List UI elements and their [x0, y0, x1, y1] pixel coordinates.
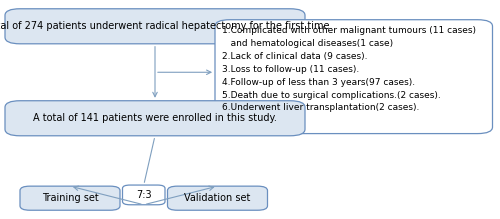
- FancyBboxPatch shape: [5, 101, 305, 136]
- FancyBboxPatch shape: [168, 186, 268, 210]
- FancyBboxPatch shape: [122, 185, 165, 205]
- FancyBboxPatch shape: [215, 20, 492, 134]
- Text: 7:3: 7:3: [136, 190, 152, 200]
- Text: A total of 274 patients underwent radical hepatectomy for the first time.: A total of 274 patients underwent radica…: [0, 21, 333, 31]
- FancyBboxPatch shape: [5, 9, 305, 44]
- Text: Training set: Training set: [42, 193, 98, 203]
- Text: 1.Complicated with other malignant tumours (11 cases)
   and hematological disea: 1.Complicated with other malignant tumou…: [222, 26, 476, 112]
- Text: A total of 141 patients were enrolled in this study.: A total of 141 patients were enrolled in…: [33, 113, 277, 123]
- Text: Validation set: Validation set: [184, 193, 250, 203]
- FancyBboxPatch shape: [20, 186, 120, 210]
